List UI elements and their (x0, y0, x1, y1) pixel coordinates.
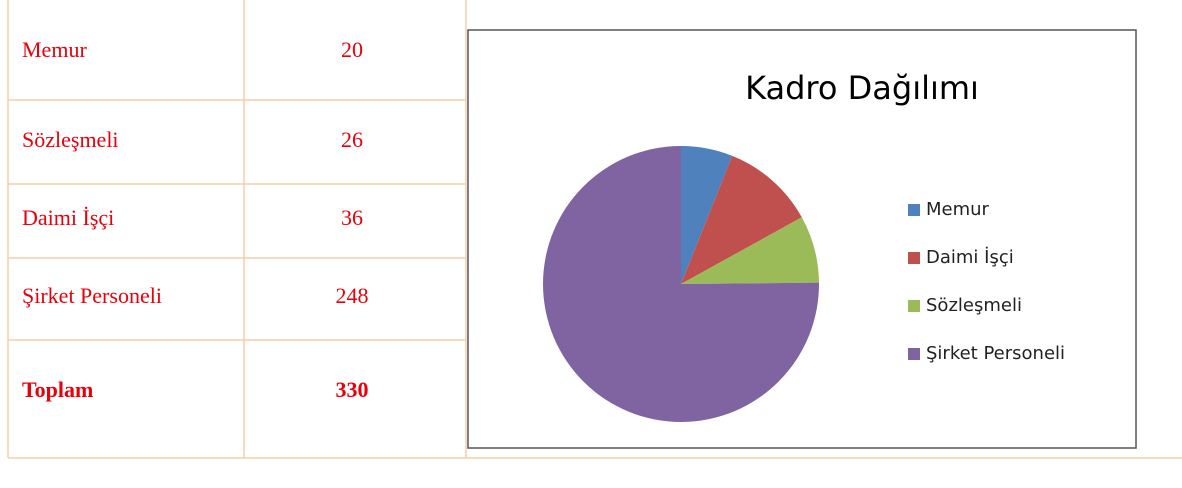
table-cell: 248 (336, 283, 369, 308)
table-cell: Toplam (22, 377, 93, 402)
legend-swatch (908, 348, 920, 360)
table-cell: 330 (336, 377, 369, 402)
legend-label: Memur (926, 199, 990, 220)
table-cell: Daimi İşçi (22, 205, 114, 230)
table-cell: Şirket Personeli (22, 283, 162, 308)
legend-swatch (908, 300, 920, 312)
table-cell: Sözleşmeli (22, 127, 119, 152)
table-borders (7, 0, 1182, 459)
chart-title: Kadro Dağılımı (745, 69, 979, 107)
legend-label: Şirket Personeli (926, 343, 1065, 364)
legend-swatch (908, 252, 920, 264)
table-cell: 36 (341, 205, 363, 230)
pie-slice (681, 146, 733, 284)
pie-slice (681, 155, 802, 284)
legend-swatch (908, 204, 920, 216)
pie-slice (543, 146, 820, 422)
pie-slice (681, 217, 819, 284)
legend-label: Daimi İşçi (926, 247, 1014, 268)
table-cell: 26 (341, 127, 363, 152)
table-cell: 20 (341, 37, 363, 62)
table-cell: Memur (22, 37, 87, 62)
legend-label: Sözleşmeli (926, 295, 1022, 316)
